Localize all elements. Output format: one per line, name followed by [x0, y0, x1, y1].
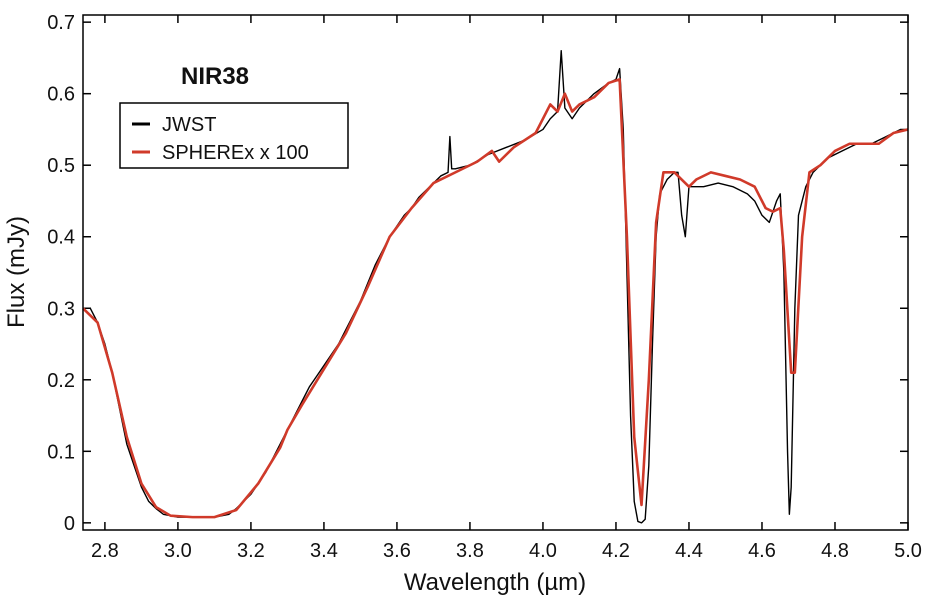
y-tick-label: 0.6 [47, 84, 75, 106]
line [82, 78, 909, 519]
y-axis-label: Flux (mJy) [3, 216, 30, 328]
legend-label: SPHEREx x 100 [162, 142, 309, 164]
annotation: NIR38 [181, 63, 249, 90]
legend-box [119, 102, 349, 169]
x-tick-label: 4.0 [529, 540, 557, 562]
x-tick-label: 4.6 [748, 540, 776, 562]
x-tick-label: 5.0 [894, 540, 922, 562]
x-tick-label: 2.8 [91, 540, 119, 562]
y-tick-label: 0.3 [47, 298, 75, 320]
x-tick-label: 4.4 [675, 540, 703, 562]
x-tick-label: 3.6 [383, 540, 411, 562]
x-tick-label: 4.2 [602, 540, 630, 562]
y-tick-label: 0.2 [47, 370, 75, 392]
x-tick-label: 3.2 [237, 540, 265, 562]
y-tick-label: 0.4 [47, 227, 75, 249]
x-tick-label: 3.0 [164, 540, 192, 562]
x-tick-label: 3.4 [310, 540, 338, 562]
plot-frame [82, 14, 909, 531]
y-tick-label: 0.5 [47, 155, 75, 177]
y-tick-label: 0.7 [47, 12, 75, 34]
x-tick-label: 4.8 [821, 540, 849, 562]
legend-label: JWST [162, 114, 216, 136]
y-tick-label: 0 [64, 513, 75, 535]
x-axis-label: Wavelength (µm) [404, 569, 586, 596]
y-tick-label: 0.1 [47, 441, 75, 463]
x-tick-label: 3.8 [456, 540, 484, 562]
